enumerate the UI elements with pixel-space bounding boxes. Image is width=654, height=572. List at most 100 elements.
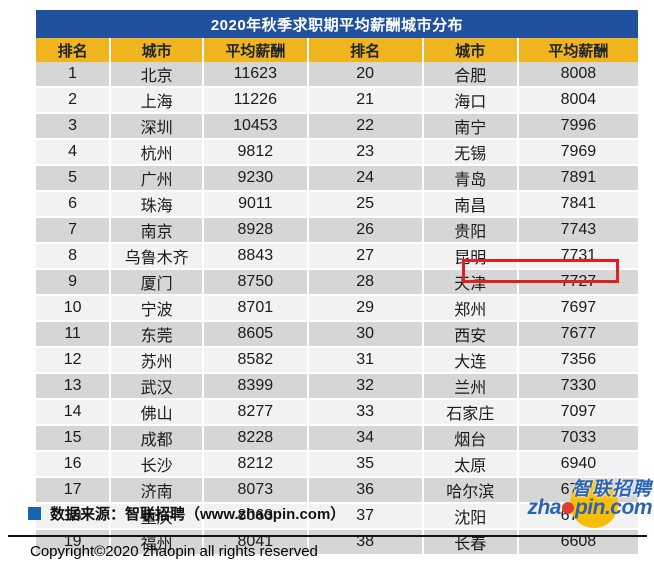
rank-cell: 34 [309,426,424,450]
logo-yellow-circle-icon [570,480,618,528]
city-cell: 天津 [424,270,519,294]
rank-cell: 36 [309,478,424,502]
city-cell: 南宁 [424,114,519,138]
rank-cell: 25 [309,192,424,216]
header-rank-right: 排名 [309,38,424,62]
salary-cell: 7731 [560,247,597,264]
salary-cell: 10453 [204,114,309,138]
logo-text-en: zha pin.com [527,496,652,519]
rank-cell: 35 [309,452,424,476]
rank-cell: 21 [309,88,424,112]
salary-cell: 7891 [560,169,597,186]
salary-cell: 8008 [560,65,597,82]
city-cell: 石家庄 [424,400,519,424]
city-cell: 重庆 [111,504,204,528]
city-cell: 哈尔滨 [424,478,519,502]
city-cell: 福州 [111,530,204,554]
city-cell: 济南 [111,478,204,502]
city-cell: 无锡 [424,140,519,164]
source-bullet-icon [28,507,41,520]
rank-cell: 24 [309,166,424,190]
rank-cell: 17 [36,478,112,502]
rank-cell: 19 [36,530,112,554]
table-header: 排名 城市 平均薪酬 排名 城市 平均薪酬 [36,38,638,62]
rank-cell: 26 [309,218,424,242]
rank-cell: 38 [309,530,424,554]
salary-cell: 8605 [204,322,309,346]
city-cell: 乌鲁木齐 [111,244,204,268]
table-row: 4 杭州 9812 23 无锡 7969 [36,140,638,166]
rank-cell: 14 [36,400,112,424]
header-salary-right: 平均薪酬 [548,42,609,60]
salary-cell: 7356 [560,351,597,368]
rank-cell: 7 [36,218,112,242]
city-cell: 太原 [424,452,519,476]
salary-cell: 8750 [204,270,309,294]
data-source-text: 数据来源：智联招聘（www.zhaopin.com） [50,506,346,523]
salary-cell: 8582 [204,348,309,372]
city-cell: 宁波 [111,296,204,320]
salary-cell: 7330 [560,377,597,394]
rank-cell: 29 [309,296,424,320]
salary-cell: 8277 [204,400,309,424]
rank-cell: 16 [36,452,112,476]
rank-cell: 30 [309,322,424,346]
header-city-right: 城市 [424,38,519,62]
logo-text-cn: 智联招聘 [571,479,652,500]
table-rows: 1 北京 11623 20 合肥 8008 2 上海 11226 21 海口 8004 3 深圳 10453… [36,62,638,556]
city-cell: 厦门 [111,270,204,294]
table-row: 7 南京 8928 26 贵阳 7743 [36,218,638,244]
salary-cell: 11623 [204,62,309,86]
rank-cell: 2 [36,88,112,112]
rank-cell: 11 [36,322,112,346]
rank-cell: 22 [309,114,424,138]
header-rank-left: 排名 [36,38,112,62]
table-row: 17济南807336哈尔滨6717 [36,478,638,504]
rank-cell: 9 [36,270,112,294]
salary-cell: 7697 [560,299,597,316]
salary-cell: 9812 [204,140,309,164]
rank-cell: 4 [36,140,112,164]
rank-cell: 13 [36,374,112,398]
table-row: 15 成都 8228 34 烟台 7033 [36,426,638,452]
city-cell: 杭州 [111,140,204,164]
salary-cell: 7033 [560,429,597,446]
city-cell: 珠海 [111,192,204,216]
rank-cell: 12 [36,348,112,372]
city-cell: 佛山 [111,400,204,424]
rank-cell: 28 [309,270,424,294]
header-city-left: 城市 [111,38,204,62]
copyright-text: Copyright©2020 zhaopin all rights reserv… [30,543,318,560]
table-row: 1 北京 11623 20 合肥 8008 [36,62,638,88]
city-cell: 深圳 [111,114,204,138]
city-cell: 大连 [424,348,519,372]
city-cell: 南京 [111,218,204,242]
rank-cell: 32 [309,374,424,398]
salary-cell: 9230 [204,166,309,190]
table-row: 14 佛山 8277 33 石家庄 7097 [36,400,638,426]
salary-cell: 7097 [560,403,597,420]
salary-cell: 8843 [204,244,309,268]
table-row: 13 武汉 8399 32 兰州 7330 [36,374,638,400]
table-row: 11 东莞 8605 30 西安 7677 [36,322,638,348]
city-cell: 北京 [111,62,204,86]
table-row: 19 福州 8041 38 长春 6608 [36,530,638,556]
salary-cell: 8928 [204,218,309,242]
salary-cell: 7996 [560,117,597,134]
rank-cell: 10 [36,296,112,320]
salary-cell: 8073 [204,478,309,502]
rank-cell: 1 [36,62,112,86]
salary-cell: 6940 [560,455,597,472]
salary-table: 2020年秋季求职期平均薪酬城市分布 排名 城市 平均薪酬 排名 城市 平均薪酬… [36,10,638,556]
salary-cell: 7677 [560,325,597,342]
table-row: 9 厦门 8750 28 天津 7727 [36,270,638,296]
rank-cell: 23 [309,140,424,164]
city-cell: 昆明 [424,244,519,268]
city-cell: 上海 [111,88,204,112]
table-row: 16 长沙 8212 35 太原 6940 [36,452,638,478]
salary-cell: 8004 [560,91,597,108]
rank-cell: 33 [309,400,424,424]
salary-cell: 8701 [204,296,309,320]
city-cell: 长春 [424,530,519,554]
salary-cell: 7743 [560,221,597,238]
